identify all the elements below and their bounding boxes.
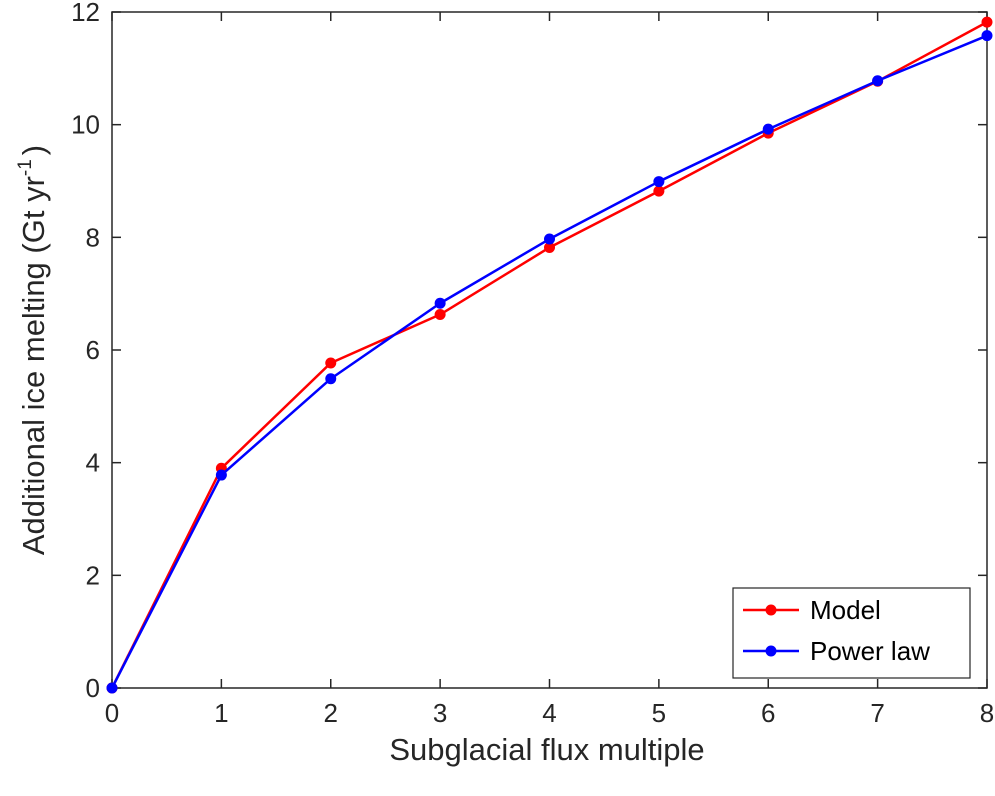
x-tick-label: 2 <box>324 698 338 728</box>
series-power-law <box>106 30 993 694</box>
y-axis-label-superscript: -1 <box>15 159 36 176</box>
data-point <box>981 30 993 42</box>
y-tick-label: 12 <box>71 0 100 27</box>
x-tick-label: 4 <box>542 698 556 728</box>
data-point <box>325 357 337 369</box>
x-tick-label: 8 <box>980 698 994 728</box>
y-axis-label-end: ) <box>16 145 51 155</box>
data-point <box>762 123 774 135</box>
legend-label: Power law <box>810 636 930 666</box>
y-tick-label: 8 <box>86 222 100 252</box>
y-axis-label: Additional ice melting (Gt yr-1) <box>15 145 51 555</box>
legend-box <box>732 587 971 679</box>
data-point <box>653 185 665 197</box>
legend-item: Model <box>743 595 881 625</box>
y-tick-label: 6 <box>86 335 100 365</box>
data-point <box>981 16 993 28</box>
legend-swatch-marker <box>765 645 777 657</box>
y-tick-label: 10 <box>71 110 100 140</box>
x-axis-ticks: 0 1 2 3 4 5 6 7 8 <box>105 12 994 728</box>
x-tick-label: 0 <box>105 698 119 728</box>
data-point <box>872 75 884 87</box>
data-point <box>544 241 555 253</box>
data-point <box>653 176 665 188</box>
legend: Model Power law <box>732 587 971 679</box>
x-tick-label: 6 <box>761 698 775 728</box>
x-tick-label: 5 <box>652 698 666 728</box>
data-point <box>434 309 446 321</box>
legend-item: Power law <box>743 636 930 666</box>
y-tick-label: 0 <box>86 673 100 703</box>
data-point <box>215 469 227 481</box>
y-axis-label-main: Additional ice melting (Gt yr <box>16 176 51 555</box>
legend-swatch-marker <box>765 604 777 616</box>
data-point <box>544 233 555 245</box>
data-point <box>434 297 446 309</box>
x-tick-label: 1 <box>214 698 228 728</box>
legend-label: Model <box>810 595 881 625</box>
series-layer <box>106 16 993 694</box>
x-tick-label: 7 <box>870 698 884 728</box>
axes <box>111 11 988 689</box>
x-tick-label: 3 <box>433 698 447 728</box>
data-point <box>106 682 118 694</box>
y-tick-label: 4 <box>86 448 100 478</box>
y-tick-label: 2 <box>86 560 100 590</box>
x-axis-label: Subglacial flux multiple <box>389 732 704 767</box>
data-point <box>325 373 337 385</box>
y-axis-ticks: 0 2 4 6 8 10 12 <box>71 0 987 703</box>
plot-frame <box>111 11 988 689</box>
